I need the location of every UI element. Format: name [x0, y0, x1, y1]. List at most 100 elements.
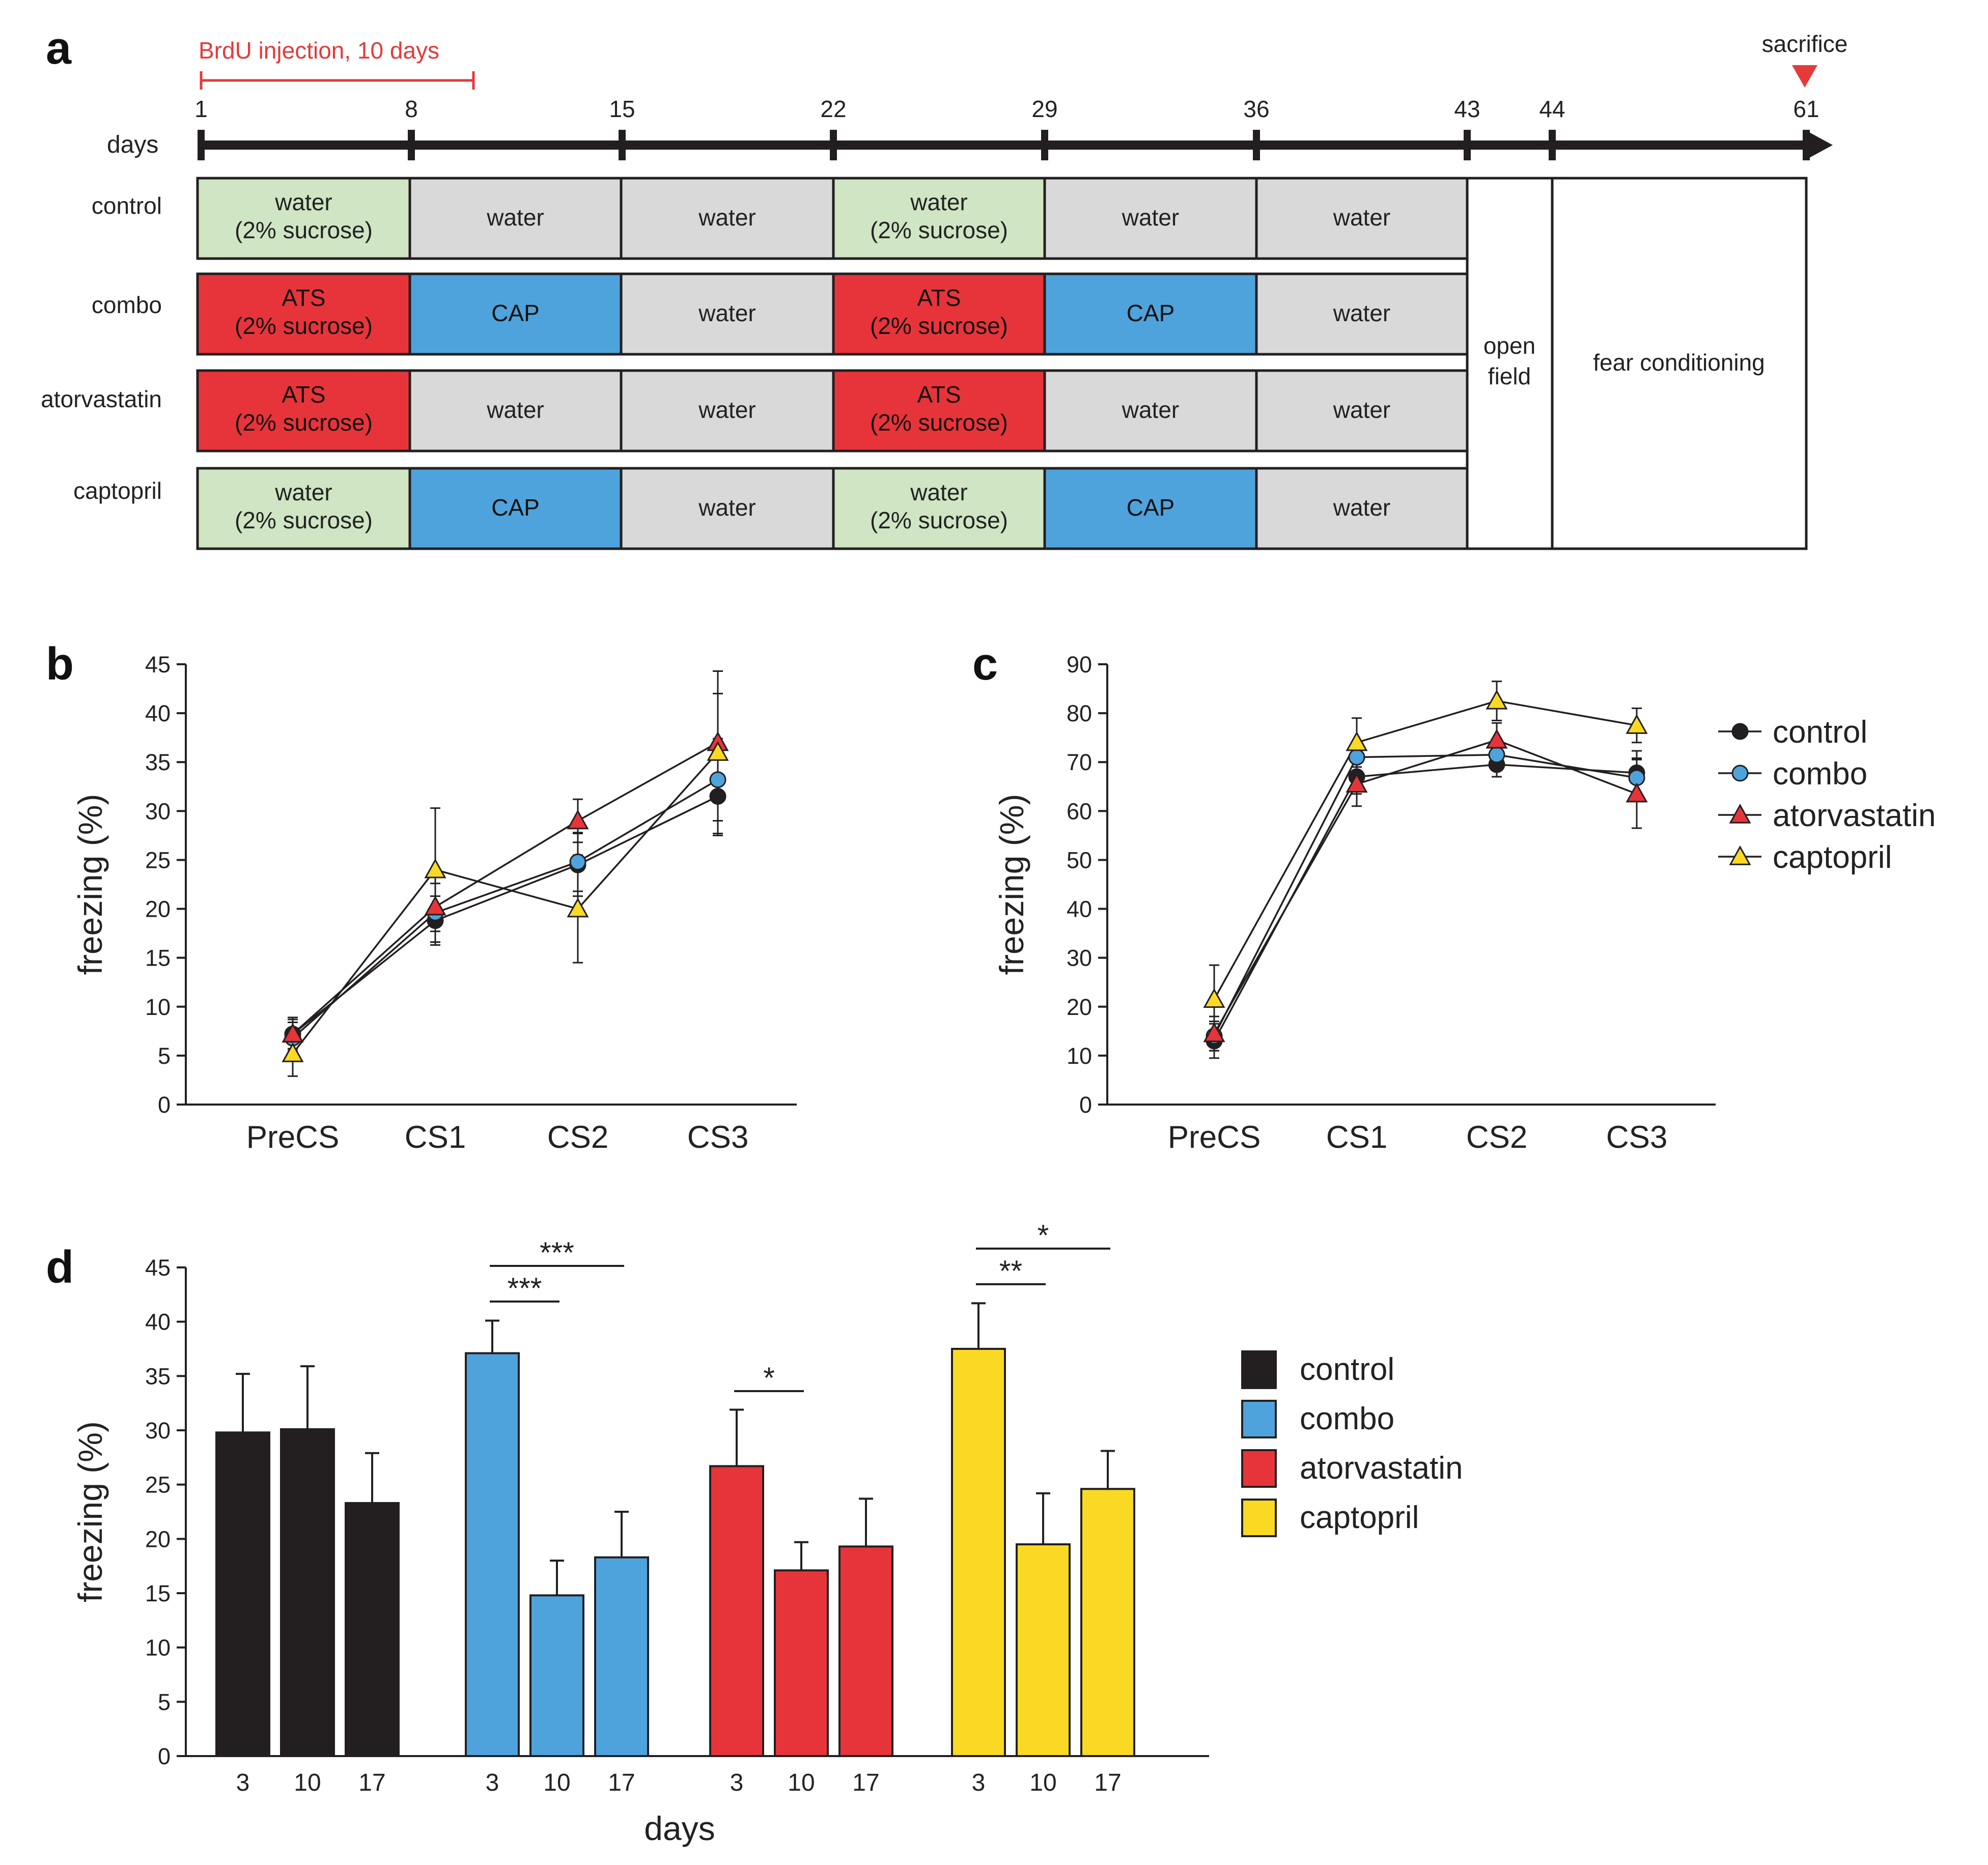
cell-text: water	[910, 479, 967, 505]
cell-text: water	[698, 397, 755, 423]
cell-text: water	[698, 300, 755, 326]
legend-label-atorvastatin: atorvastatin	[1773, 798, 1936, 833]
y-tick-label: 5	[158, 1043, 171, 1069]
point-atorvastatin	[282, 1023, 304, 1043]
timeline-tick-label: 22	[820, 96, 846, 122]
x-tick-label: 10	[543, 1769, 570, 1796]
timeline-cell-water	[1043, 369, 1258, 453]
y-tick-label: 30	[1067, 945, 1092, 971]
chart-d: 0 5 10 15 20 25 30 35 40 45 freezing (%) days 3 10 17 3…	[71, 1219, 1209, 1847]
cell-text: CAP	[1127, 494, 1175, 521]
point-captopril	[567, 897, 589, 918]
y-tick-label: 10	[145, 994, 171, 1020]
legend-marker-captopril	[1729, 845, 1751, 865]
x-tick-label: PreCS	[246, 1120, 340, 1155]
sacrifice-label: sacrifice	[1762, 31, 1848, 57]
point-captopril	[424, 858, 446, 879]
bar-control	[345, 1502, 400, 1758]
y-tick-label: 35	[145, 749, 171, 775]
cell-text: (2% sucrose)	[235, 217, 373, 243]
y-tick-label: 50	[1067, 847, 1092, 873]
x-tick-label: 10	[1029, 1769, 1056, 1796]
x-tick-label: 10	[788, 1769, 815, 1796]
timeline-tick-label: 15	[609, 96, 635, 122]
bar-combo	[529, 1594, 584, 1757]
x-axis-label: days	[644, 1810, 715, 1847]
timeline-tick-label: 1	[194, 96, 208, 122]
legend-label-control: control	[1773, 715, 1867, 750]
legend-swatch-atorvastatin	[1241, 1449, 1277, 1488]
panel-label-c: c	[972, 639, 998, 690]
x-tick-label: 17	[1094, 1769, 1121, 1796]
y-axis-label: freezing (%)	[71, 794, 109, 975]
x-tick-label: 3	[236, 1769, 250, 1796]
y-tick-label: 30	[145, 1418, 171, 1444]
timeline-cell-ats	[196, 272, 411, 356]
x-tick-label: 17	[852, 1769, 879, 1796]
x-tick-label: CS3	[1606, 1120, 1668, 1155]
panel-label-d: d	[46, 1242, 74, 1293]
x-tick-label: 3	[730, 1769, 744, 1796]
y-tick-label: 45	[145, 1255, 171, 1281]
y-tick-label: 10	[145, 1635, 171, 1661]
cell-text: water	[1122, 397, 1179, 423]
point-captopril	[1203, 988, 1225, 1008]
panel-label-b: b	[46, 639, 74, 690]
y-tick-label: 15	[145, 1580, 171, 1606]
point-atorvastatin	[1626, 782, 1648, 803]
y-tick-label: 45	[145, 652, 171, 677]
timeline-cell-ats	[196, 369, 411, 453]
y-tick-label: 25	[145, 1472, 171, 1498]
y-tick-label: 80	[1067, 700, 1092, 726]
bar-control	[280, 1428, 335, 1758]
cell-text: (2% sucrose)	[235, 313, 373, 339]
bar-combo	[465, 1352, 520, 1758]
timeline-cell-water	[1255, 272, 1469, 356]
cell-text: (2% sucrose)	[870, 217, 1008, 243]
point-captopril	[1626, 714, 1648, 734]
cell-text: CAP	[1127, 300, 1175, 326]
cell-text: ATS	[282, 381, 325, 408]
bar-atorvastatin	[774, 1569, 829, 1757]
panel-label-a: a	[46, 23, 72, 74]
x-tick-label: CS1	[1326, 1120, 1388, 1155]
brdu-bracket	[200, 71, 475, 90]
significance-label: ***	[508, 1272, 542, 1305]
timeline-tick-label: 43	[1454, 96, 1480, 122]
legend-marker-combo	[1731, 765, 1749, 782]
series-line-captopril	[292, 751, 719, 1055]
cell-text: (2% sucrose)	[870, 409, 1008, 436]
chart-c: 0 10 20 30 40 50 60 70 80 90 PreCS CS1 CS2 CS3 freezin…	[993, 652, 1716, 1155]
x-tick-label: 3	[972, 1769, 986, 1796]
legend-label-combo: combo	[1300, 1401, 1394, 1436]
legend-label-captopril: captopril	[1773, 840, 1892, 875]
legend-marker-control	[1731, 723, 1749, 740]
row-label-atorvastatin: atorvastatin	[41, 386, 162, 412]
cell-text: water	[274, 189, 332, 215]
y-tick-label: 90	[1067, 652, 1092, 677]
x-tick-label: CS2	[1466, 1120, 1528, 1155]
bar-captopril	[1080, 1488, 1135, 1757]
brdu-label: BrdU injection, 10 days	[199, 37, 439, 64]
cell-text: (2% sucrose)	[235, 409, 373, 436]
bar-atorvastatin	[838, 1545, 893, 1757]
cell-text: ATS	[917, 285, 961, 311]
y-tick-label: 40	[145, 700, 171, 726]
row-label-combo: combo	[92, 292, 162, 318]
point-captopril	[282, 1042, 304, 1062]
y-tick-label: 20	[145, 896, 171, 922]
timeline-cell-cap	[408, 272, 623, 356]
timeline-cell-water	[620, 467, 835, 550]
y-tick-label: 20	[145, 1526, 171, 1552]
bar-combo	[594, 1556, 649, 1758]
y-axis-label: freezing (%)	[71, 1421, 109, 1602]
timeline-cell-cap	[1043, 467, 1258, 550]
days-axis-label: days	[107, 131, 158, 158]
series-line-control	[292, 795, 718, 1035]
cell-text: water	[698, 204, 755, 231]
series-line-combo	[292, 779, 718, 1039]
point-atorvastatin	[567, 809, 589, 830]
fear-conditioning-label: fear conditioning	[1593, 349, 1765, 376]
legend-marker-atorvastatin	[1729, 803, 1751, 824]
legend-c: control combo atorvastatin captopril	[1718, 715, 1936, 875]
